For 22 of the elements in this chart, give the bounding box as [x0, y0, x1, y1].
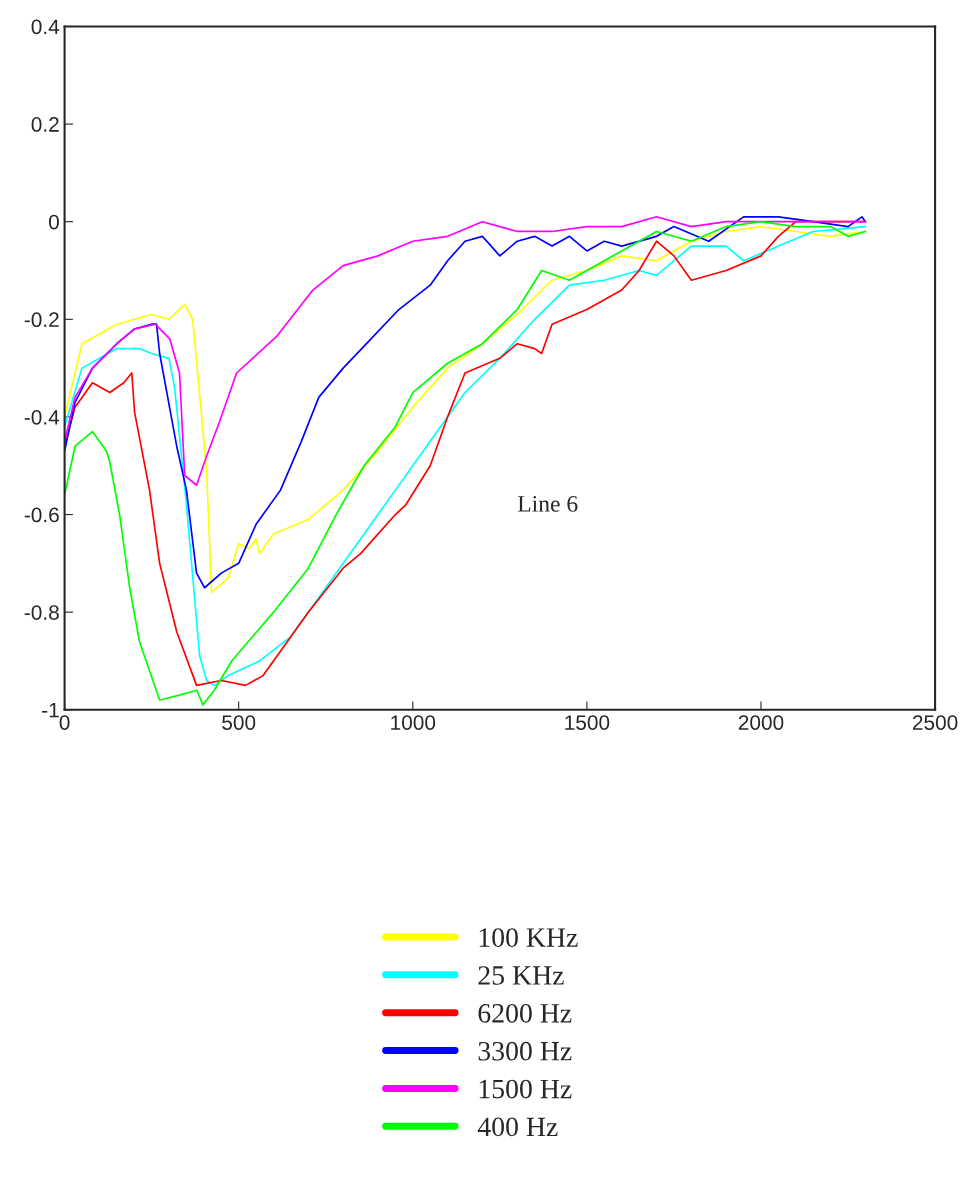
- x-tick-label: 0: [59, 715, 70, 730]
- x-tick-label: 1500: [565, 715, 610, 730]
- y-tick-label: -1: [42, 702, 59, 718]
- y-tick-label: -0.2: [24, 312, 59, 328]
- legend-label: 100 KHz: [479, 928, 578, 947]
- legend-label: 25 KHz: [478, 966, 564, 985]
- x-tick-label: 1000: [391, 715, 436, 730]
- legend-label: 6200 Hz: [478, 1003, 572, 1023]
- line-series: [64, 215, 867, 487]
- legend-label: 400 Hz: [477, 1117, 558, 1137]
- y-tick-label: 0: [48, 214, 59, 230]
- y-tick-label: -0.4: [24, 409, 60, 425]
- y-tick-label: 0.2: [31, 117, 59, 132]
- legend-label: 3300 Hz: [478, 1041, 572, 1061]
- x-tick-label: 2000: [738, 715, 784, 730]
- y-tick-label: 0.4: [31, 19, 60, 35]
- annotation: Line 6: [517, 495, 578, 512]
- y-tick-label: -0.8: [24, 605, 59, 620]
- x-tick-label: 500: [222, 715, 256, 730]
- x-tick-label: 2500: [912, 715, 958, 730]
- legend-label: 1500 Hz: [479, 1079, 572, 1099]
- y-tick-label: -0.6: [24, 507, 59, 523]
